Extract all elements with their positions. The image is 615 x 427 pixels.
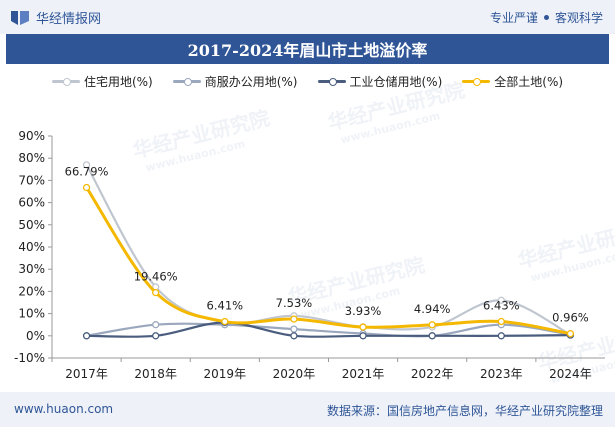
data-label: 66.79% <box>65 165 109 179</box>
x-tick-label: 2024年 <box>549 367 592 381</box>
data-label: 6.41% <box>207 299 244 313</box>
x-tick-label: 2020年 <box>273 367 316 381</box>
data-point <box>359 332 367 340</box>
tagline-left: 专业严谨 <box>489 11 538 25</box>
brand[interactable]: 华经情报网 <box>10 8 101 27</box>
logo-icon <box>11 10 29 25</box>
chart-legend: 住宅用地(%) 商服办公用地(%) 工业仓储用地(%) 全部土地(%) <box>0 73 615 90</box>
data-label: 7.53% <box>276 296 313 310</box>
footer: www.huaon.com 数据来源：国信房地产信息网，华经产业研究院整理 <box>0 392 615 427</box>
x-tick-label: 2018年 <box>134 367 177 381</box>
data-point <box>152 288 160 297</box>
data-point <box>82 161 91 169</box>
legend-swatch <box>51 78 80 86</box>
data-point <box>428 332 436 340</box>
legend-item-0[interactable]: 住宅用地(%) <box>51 73 153 90</box>
x-tick-label: 2019年 <box>204 367 247 381</box>
x-tick-label: 2021年 <box>342 367 385 381</box>
separator-dot-icon <box>543 15 549 20</box>
data-point <box>152 332 160 340</box>
tagline-right: 客观科学 <box>554 11 603 25</box>
legend-item-3[interactable]: 全部土地(%) <box>462 73 563 90</box>
line-chart: 华经产业研究院www.huaon.com华经产业研究院www.huaon.com… <box>14 78 615 387</box>
y-tick-label: 80% <box>18 151 45 165</box>
legend-label: 工业仓储用地(%) <box>349 75 443 89</box>
y-tick-label: 20% <box>18 284 45 298</box>
legend-label: 住宅用地(%) <box>83 75 153 89</box>
legend-item-2[interactable]: 工业仓储用地(%) <box>317 73 443 90</box>
title-bar: 2017-2024年眉山市土地溢价率 <box>6 34 609 64</box>
data-label: 19.46% <box>134 270 178 284</box>
data-point <box>290 332 298 340</box>
legend-label: 全部土地(%) <box>494 75 564 89</box>
tagline: 专业严谨 客观科学 <box>490 9 603 26</box>
series-line-1 <box>86 322 571 338</box>
legend-label: 商服办公用地(%) <box>204 75 298 89</box>
y-tick-label: 50% <box>18 218 45 232</box>
y-tick-label: 70% <box>18 173 45 187</box>
data-point <box>497 317 505 326</box>
y-tick-label: 90% <box>18 129 45 143</box>
y-tick-label: 60% <box>18 196 45 210</box>
data-label: 4.94% <box>414 302 451 316</box>
data-point <box>359 323 367 331</box>
data-label: 6.43% <box>483 299 520 313</box>
top-bar: 华经情报网 专业严谨 客观科学 <box>0 0 615 34</box>
x-tick-label: 2023年 <box>480 367 523 381</box>
y-tick-label: 40% <box>18 240 45 254</box>
legend-swatch <box>172 78 201 86</box>
data-point <box>566 330 575 338</box>
legend-swatch <box>462 78 491 86</box>
data-point <box>82 332 91 340</box>
series-line-2 <box>86 321 571 338</box>
chart-title: 2017-2024年眉山市土地溢价率 <box>187 41 428 60</box>
y-tick-label: 30% <box>18 262 45 276</box>
data-point <box>221 317 229 326</box>
data-point <box>428 321 436 329</box>
brand-name: 华经情报网 <box>36 12 102 27</box>
y-tick-label: 0% <box>26 329 45 343</box>
data-label: 3.93% <box>345 304 382 318</box>
footer-source: 数据来源：国信房地产信息网，华经产业研究院整理 <box>326 404 603 418</box>
legend-item-1[interactable]: 商服办公用地(%) <box>172 73 298 90</box>
data-point <box>290 315 298 323</box>
data-label: 0.96% <box>552 311 589 325</box>
data-point <box>152 321 160 329</box>
legend-swatch <box>317 78 346 86</box>
data-point <box>497 332 505 340</box>
x-tick-label: 2017年 <box>65 367 108 381</box>
y-tick-label: 10% <box>18 307 45 321</box>
data-point <box>82 183 91 192</box>
footer-url[interactable]: www.huaon.com <box>14 402 114 416</box>
data-point <box>290 325 298 333</box>
y-tick-label: -10% <box>14 351 45 365</box>
data-point <box>497 296 505 304</box>
x-tick-label: 2022年 <box>411 367 454 381</box>
